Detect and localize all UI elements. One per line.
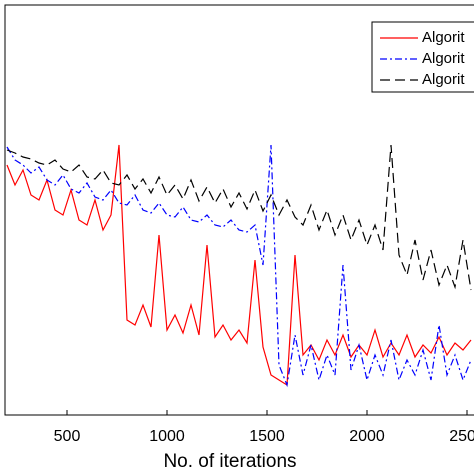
- line-series: [6, 144, 472, 387]
- legend-box: [371, 21, 474, 93]
- x-tick-label: 2500: [449, 428, 474, 445]
- legend-label: Algorit: [422, 29, 465, 46]
- x-tick-label: 1000: [149, 428, 185, 445]
- x-tick-label: 500: [54, 428, 81, 445]
- x-tick-label: 1500: [249, 428, 285, 445]
- line-series: [6, 144, 472, 388]
- x-axis-label: No. of iterations: [163, 451, 296, 472]
- legend-label: Algorit: [422, 71, 465, 88]
- x-tick-label: 2000: [349, 428, 385, 445]
- plot-frame: [4, 4, 474, 416]
- line-series: [6, 144, 472, 291]
- legend-label: Algorit: [422, 50, 465, 67]
